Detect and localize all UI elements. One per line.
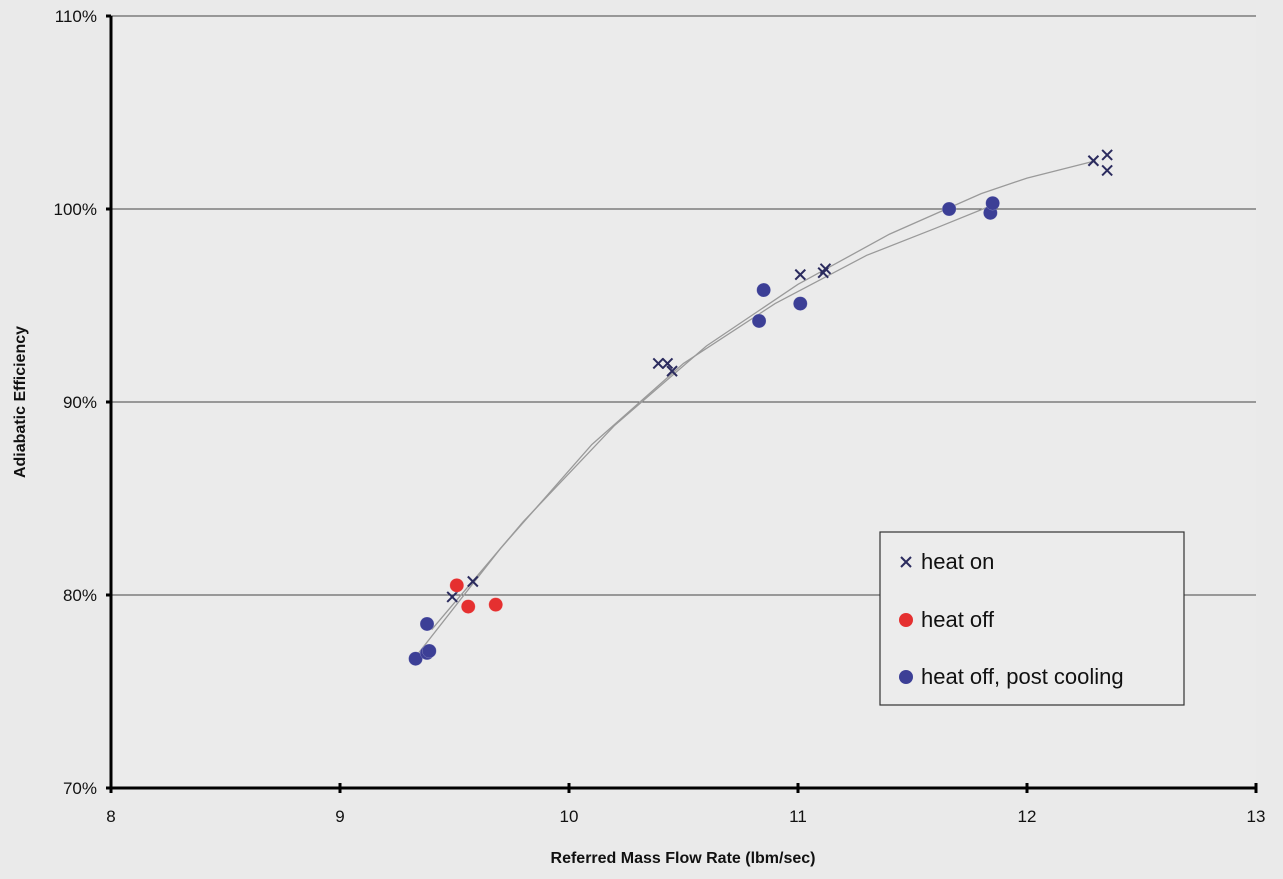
y-tick-label: 90% — [63, 393, 97, 412]
legend: heat on heat off heat off, post cooling — [879, 531, 1185, 706]
y-axis-title: Adiabatic Efficiency — [12, 326, 29, 478]
trendline-2 — [415, 204, 993, 658]
legend-label-heat-on: heat on — [921, 549, 994, 574]
point-heat-off-post-cooling — [408, 651, 423, 666]
x-marker-stroke — [652, 357, 665, 370]
point-heat-on — [666, 365, 678, 377]
point-heat-on — [1101, 149, 1113, 161]
legend-markers — [899, 556, 913, 684]
point-heat-off — [460, 599, 476, 614]
trendlines — [415, 160, 1096, 658]
legend-label-heat-off: heat off — [921, 607, 995, 632]
tick-labels: 70% 80% 90% 100% 110% 8 9 10 11 12 13 — [54, 7, 1266, 826]
x-tick-label: 10 — [560, 807, 579, 826]
x-axis-title: Referred Mass Flow Rate (lbm/sec) — [551, 850, 816, 867]
x-marker-stroke — [467, 575, 479, 588]
point-heat-off-post-cooling — [756, 282, 771, 298]
point-heat-on — [661, 357, 674, 370]
legend-marker-heat-off-post-cooling — [899, 670, 913, 684]
x-marker-stroke — [900, 556, 912, 568]
point-heat-on — [1101, 164, 1113, 177]
y-tick-label: 70% — [63, 779, 97, 798]
axes — [106, 14, 1258, 793]
x-marker-stroke — [661, 357, 674, 370]
point-heat-off-post-cooling — [422, 643, 437, 659]
legend-label-heat-off-post-cooling: heat off, post cooling — [921, 664, 1124, 689]
point-heat-on — [1087, 155, 1100, 167]
point-heat-off — [488, 597, 503, 612]
point-heat-off-post-cooling — [941, 201, 957, 217]
x-tick-label: 11 — [789, 807, 807, 826]
legend-box — [879, 531, 1185, 706]
point-heat-on — [446, 591, 458, 603]
x-marker-stroke — [1087, 155, 1100, 167]
point-heat-on — [467, 575, 479, 588]
x-tick-label: 9 — [335, 807, 344, 826]
x-tick-label: 8 — [106, 807, 115, 826]
y-tick-label: 100% — [54, 200, 97, 219]
legend-marker-heat-on — [900, 556, 912, 568]
data-points — [408, 149, 1113, 666]
point-heat-on — [819, 263, 832, 275]
x-marker-stroke — [1101, 164, 1113, 177]
point-heat-off-post-cooling — [793, 296, 808, 311]
x-tick-label: 12 — [1018, 807, 1037, 826]
x-marker-stroke — [1101, 149, 1113, 161]
y-tick-label: 110% — [55, 7, 97, 26]
x-tick-label: 13 — [1247, 807, 1266, 826]
point-heat-off-post-cooling — [419, 616, 435, 632]
trendline-1 — [431, 160, 1096, 631]
point-heat-off-post-cooling — [985, 195, 1000, 211]
x-marker-stroke — [666, 365, 678, 377]
x-marker-stroke — [794, 268, 806, 281]
point-heat-on — [794, 268, 806, 281]
x-marker-stroke — [819, 263, 832, 275]
x-marker-stroke — [446, 591, 458, 603]
point-heat-off — [449, 578, 465, 593]
point-heat-on — [652, 357, 665, 370]
legend-marker-heat-off — [899, 613, 913, 627]
point-heat-off-post-cooling — [751, 313, 767, 329]
y-tick-label: 80% — [63, 586, 97, 605]
